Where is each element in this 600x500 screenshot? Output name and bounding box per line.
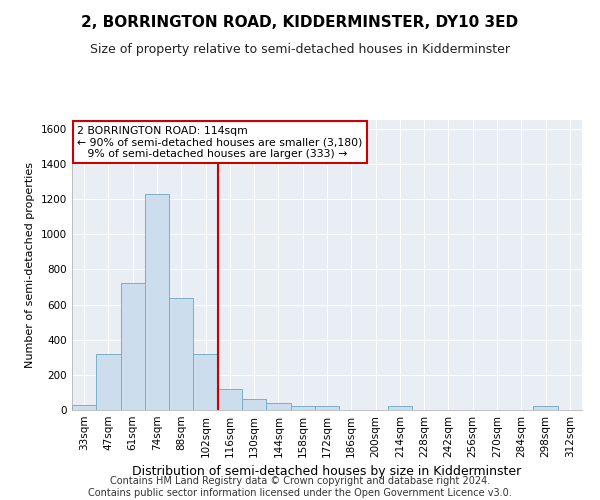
Bar — [315, 406, 339, 410]
Text: Contains HM Land Registry data © Crown copyright and database right 2024.
Contai: Contains HM Land Registry data © Crown c… — [88, 476, 512, 498]
X-axis label: Distribution of semi-detached houses by size in Kidderminster: Distribution of semi-detached houses by … — [133, 466, 521, 478]
Bar — [193, 354, 218, 410]
Bar — [266, 403, 290, 410]
Bar — [96, 354, 121, 410]
Bar — [72, 404, 96, 410]
Bar — [121, 284, 145, 410]
Bar — [533, 406, 558, 410]
Text: 2 BORRINGTON ROAD: 114sqm
← 90% of semi-detached houses are smaller (3,180)
   9: 2 BORRINGTON ROAD: 114sqm ← 90% of semi-… — [77, 126, 362, 159]
Bar — [290, 406, 315, 410]
Bar — [242, 398, 266, 410]
Bar — [169, 298, 193, 410]
Text: 2, BORRINGTON ROAD, KIDDERMINSTER, DY10 3ED: 2, BORRINGTON ROAD, KIDDERMINSTER, DY10 … — [82, 15, 518, 30]
Y-axis label: Number of semi-detached properties: Number of semi-detached properties — [25, 162, 35, 368]
Bar — [145, 194, 169, 410]
Bar — [218, 389, 242, 410]
Text: Size of property relative to semi-detached houses in Kidderminster: Size of property relative to semi-detach… — [90, 42, 510, 56]
Bar — [388, 406, 412, 410]
